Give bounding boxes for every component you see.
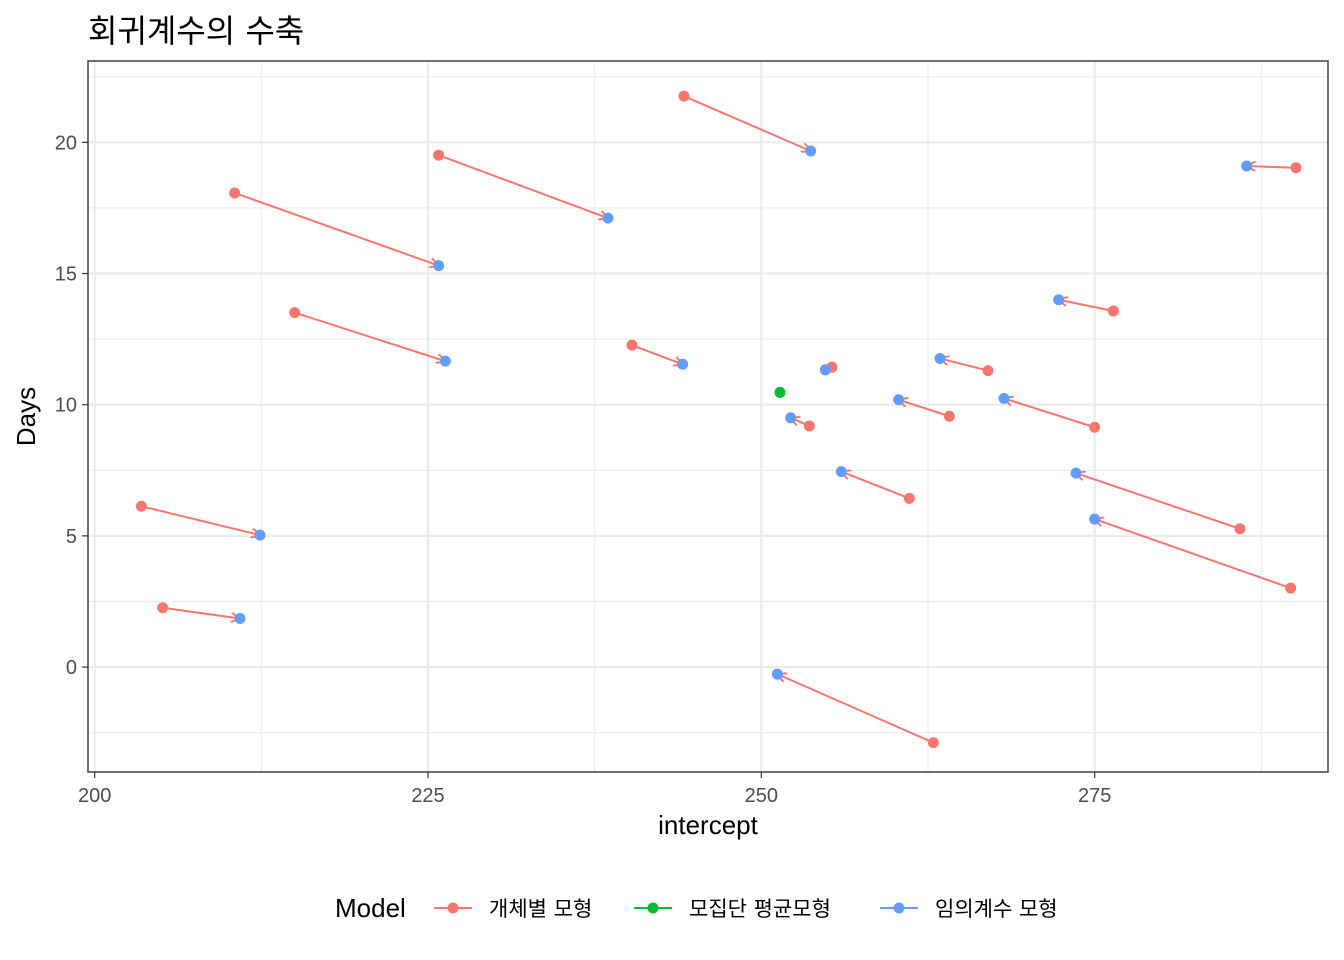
x-tick-label: 250 <box>745 785 778 807</box>
data-point <box>1234 523 1246 535</box>
grid-layer <box>88 61 1328 772</box>
y-axis-title: Days <box>11 387 41 446</box>
data-point <box>157 602 169 614</box>
x-tick-label: 225 <box>411 785 444 807</box>
data-point <box>903 492 915 504</box>
data-point <box>439 355 451 367</box>
data-point <box>1290 162 1302 174</box>
legend-key-point <box>647 902 659 914</box>
data-point <box>934 353 946 365</box>
data-point <box>982 365 994 377</box>
x-axis-title: intercept <box>658 810 758 840</box>
data-point <box>943 410 955 422</box>
data-points <box>135 90 1302 749</box>
shrinkage-arrow <box>841 472 910 500</box>
data-point <box>893 394 905 406</box>
shrinkage-arrow <box>1004 398 1095 429</box>
legend-key-point <box>447 902 459 914</box>
data-point <box>433 149 445 161</box>
data-point <box>289 307 301 319</box>
chart-title: 회귀계수의 수축 <box>88 12 305 50</box>
legend-label: 임의계수 모형 <box>935 897 1058 921</box>
x-tick-label: 200 <box>78 785 111 807</box>
data-point <box>1285 582 1297 594</box>
data-point <box>678 90 690 102</box>
data-point <box>1089 421 1101 433</box>
shrinkage-arrow <box>683 95 811 151</box>
shrinkage-arrows <box>141 95 1297 744</box>
data-point <box>835 466 847 478</box>
shrinkage-arrow <box>162 606 240 619</box>
shrinkage-arrow <box>141 505 260 535</box>
panel-border <box>87 60 1329 773</box>
data-point <box>805 145 817 157</box>
data-point <box>1070 467 1082 479</box>
shrinkage-arrow <box>899 400 950 418</box>
shrinkage-arrow <box>294 311 446 362</box>
legend-label: 개체별 모형 <box>489 897 592 921</box>
shrinkage-arrow <box>777 674 934 744</box>
data-point <box>819 364 831 376</box>
legend-key-point <box>893 902 905 914</box>
data-point <box>927 737 939 749</box>
legend-label: 모집단 평균모형 <box>689 897 831 921</box>
data-point <box>254 529 266 541</box>
data-point <box>229 187 241 199</box>
data-point <box>785 412 797 424</box>
shrinkage-arrow <box>631 344 683 364</box>
shrinkage-arrow <box>940 359 989 372</box>
x-tick-label: 275 <box>1078 785 1111 807</box>
data-point <box>1089 513 1101 525</box>
y-tick-label: 0 <box>66 657 77 679</box>
shrinkage-arrow <box>234 192 439 266</box>
data-point <box>677 358 689 370</box>
data-point <box>1053 294 1065 306</box>
shrinkage-arrow <box>1247 166 1297 168</box>
y-tick-label: 10 <box>55 395 77 417</box>
legend-title: Model <box>335 893 406 923</box>
axes: 200 225 250 275 0 5 10 15 20 <box>55 132 1112 807</box>
shrinkage-arrow <box>1095 519 1291 590</box>
legend: Model 개체별 모형 모집단 평균모형 임의계수 모형 <box>335 893 1058 923</box>
shrinkage-arrow <box>1059 300 1114 313</box>
y-tick-label: 20 <box>55 132 77 154</box>
data-point <box>234 613 246 625</box>
y-tick-label: 15 <box>55 264 77 286</box>
data-point <box>433 260 445 272</box>
data-point <box>1107 305 1119 317</box>
y-tick-label: 5 <box>66 526 77 548</box>
data-point <box>803 420 815 432</box>
data-point <box>1241 160 1253 172</box>
shrinkage-arrow <box>438 154 608 218</box>
data-point <box>774 386 786 398</box>
data-point <box>602 212 614 224</box>
data-point <box>626 339 638 351</box>
data-point <box>771 668 783 680</box>
data-point <box>135 500 147 512</box>
data-point <box>998 392 1010 404</box>
shrinkage-arrow <box>1076 473 1241 530</box>
